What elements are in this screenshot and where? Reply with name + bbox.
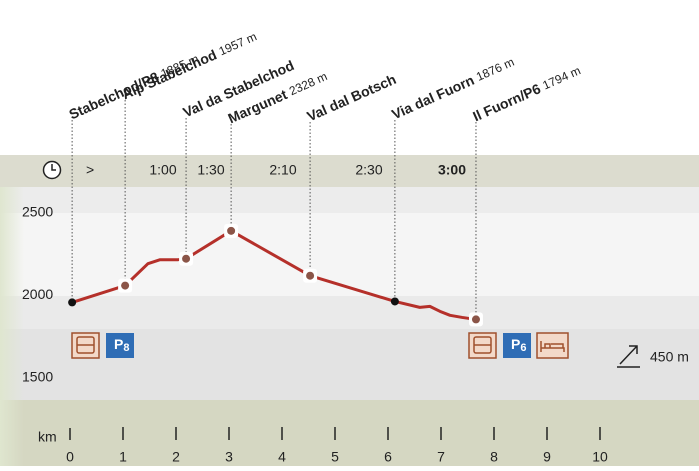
parking-number: 8 (123, 342, 129, 354)
left-strip (0, 187, 24, 466)
x-tick-label: 0 (66, 449, 74, 465)
bed-icon (536, 332, 569, 359)
x-axis-label: km (38, 429, 57, 445)
x-tick-label: 9 (543, 449, 551, 465)
time-label: > (86, 162, 94, 178)
time-label: 2:10 (269, 162, 296, 178)
clock-icon (42, 160, 62, 180)
parking-letter: P (511, 336, 520, 352)
x-tick-label: 10 (592, 449, 608, 465)
waypoint-marker-dot (182, 254, 191, 263)
parking-letter: P (114, 336, 123, 352)
time-band (0, 155, 699, 187)
x-tick-label: 5 (331, 449, 339, 465)
waypoint-marker-dot (121, 281, 130, 290)
time-label: 2:30 (355, 162, 382, 178)
bus-icon (468, 332, 497, 359)
x-tick-label: 7 (437, 449, 445, 465)
x-tick-label: 4 (278, 449, 286, 465)
ascent-arrow (617, 345, 640, 368)
waypoint-marker-dot (306, 271, 315, 280)
x-tick-label: 6 (384, 449, 392, 465)
axis-band (0, 400, 699, 466)
x-tick-label: 3 (225, 449, 233, 465)
x-tick-label: 1 (119, 449, 127, 465)
parking-label: P6 (511, 336, 526, 354)
ascent-label: 450 m (650, 349, 689, 365)
band (0, 213, 699, 296)
waypoint-marker (68, 298, 77, 307)
y-tick-label: 2500 (22, 204, 53, 220)
y-tick-label: 1500 (22, 369, 53, 385)
bus-icon (71, 332, 100, 359)
parking-icon (106, 333, 134, 358)
waypoint-marker-dot (227, 226, 236, 235)
x-tick-label: 2 (172, 449, 180, 465)
x-tick-label: 8 (490, 449, 498, 465)
time-label: 1:30 (197, 162, 224, 178)
parking-icon (503, 333, 531, 358)
parking-number: 6 (520, 342, 526, 354)
waypoint-marker-dot (471, 315, 480, 324)
time-label: 1:00 (149, 162, 176, 178)
band (0, 296, 699, 329)
band (0, 329, 699, 400)
parking-label: P8 (114, 336, 129, 354)
band (0, 187, 699, 213)
y-tick-label: 2000 (22, 286, 53, 302)
waypoint-marker (390, 297, 399, 306)
time-label: 3:00 (438, 162, 466, 178)
